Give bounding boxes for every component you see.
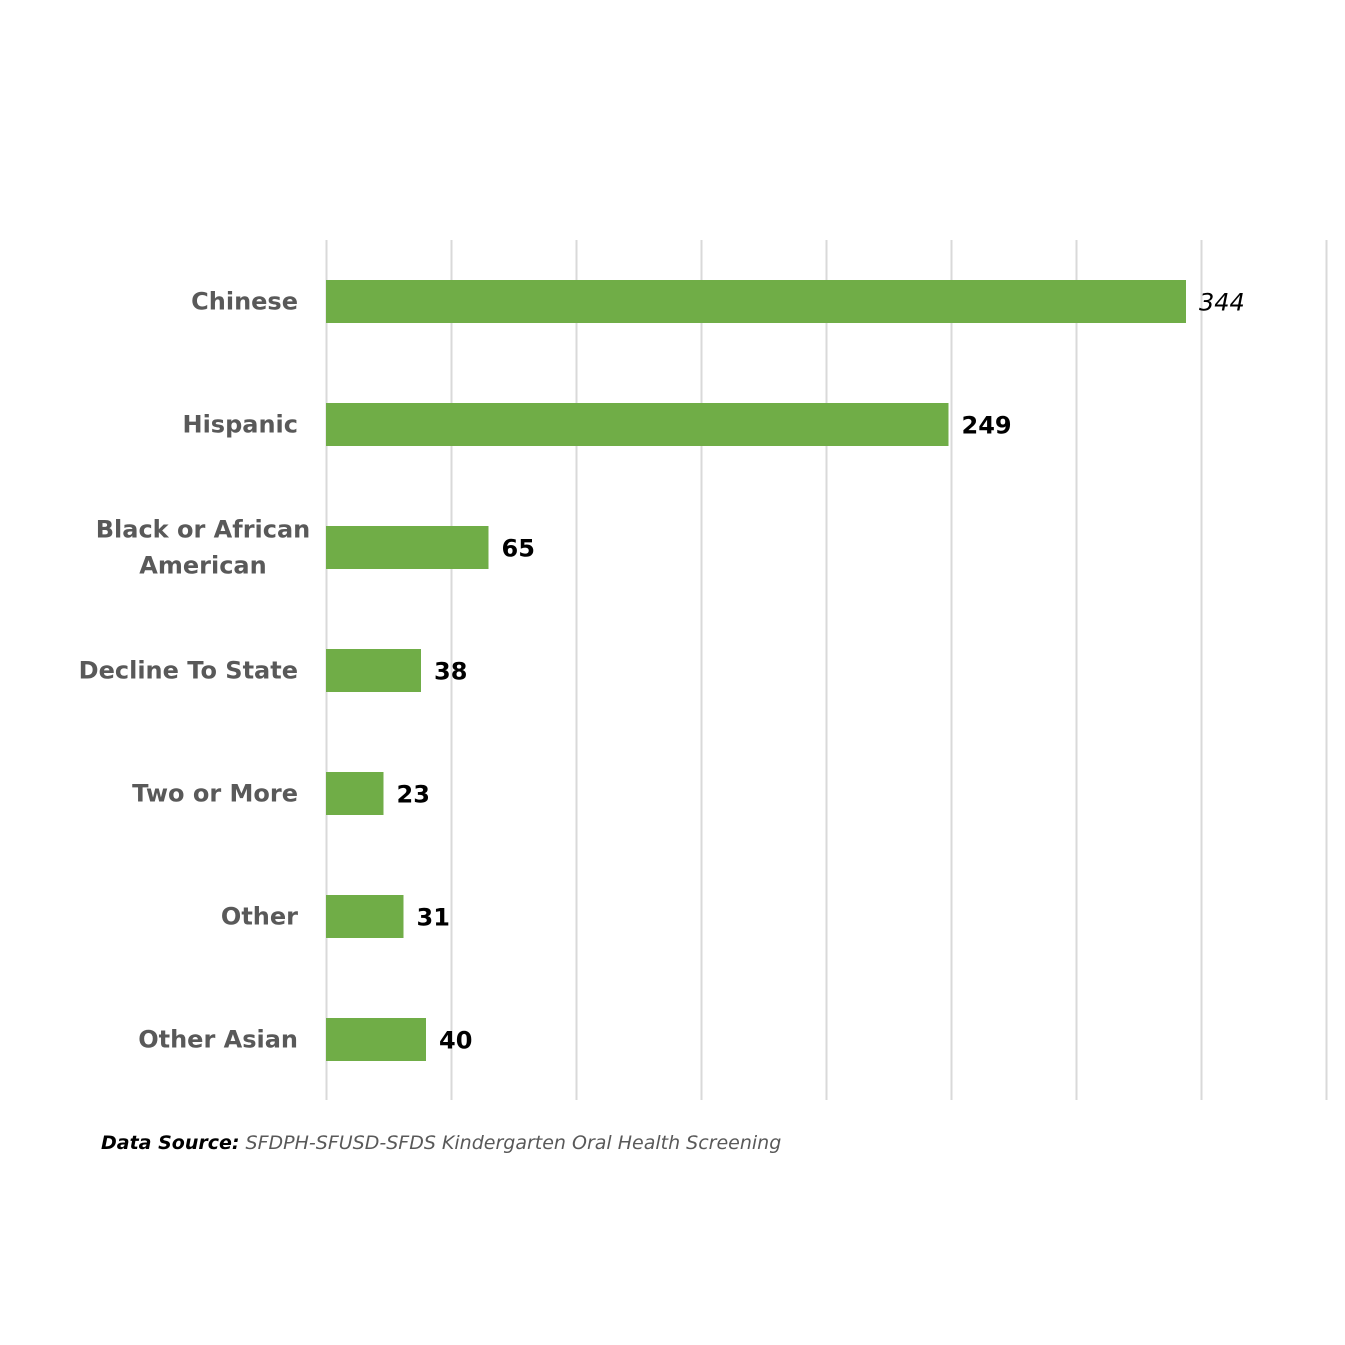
value-label: 249 [962, 412, 1012, 440]
value-label: 65 [502, 535, 535, 563]
category-label: Decline To State [79, 657, 298, 685]
bar [326, 1018, 426, 1061]
category-label: Two or More [132, 780, 298, 808]
data-source-label: Data Source: [101, 1132, 240, 1154]
category-label: Other Asian [138, 1026, 298, 1054]
bar [326, 526, 489, 569]
value-label: 344 [1199, 289, 1245, 317]
bar [326, 649, 421, 692]
data-source-text: SFDPH-SFUSD-SFDS Kindergarten Oral Healt… [245, 1132, 782, 1154]
data-source-note: Data Source: SFDPH-SFUSD-SFDS Kindergart… [101, 1132, 781, 1154]
category-label: Hispanic [182, 411, 298, 439]
category-label: Other [221, 903, 298, 931]
bar [326, 403, 949, 446]
gridlines [325, 240, 1328, 1100]
category-label: Chinese [191, 288, 298, 316]
category-label: Black or African American [96, 516, 311, 580]
value-label: 31 [417, 904, 450, 932]
value-label: 23 [397, 781, 430, 809]
bar [326, 280, 1186, 323]
value-label: 40 [439, 1027, 472, 1055]
value-label: 38 [434, 658, 467, 686]
bar [326, 895, 404, 938]
bar [326, 772, 384, 815]
